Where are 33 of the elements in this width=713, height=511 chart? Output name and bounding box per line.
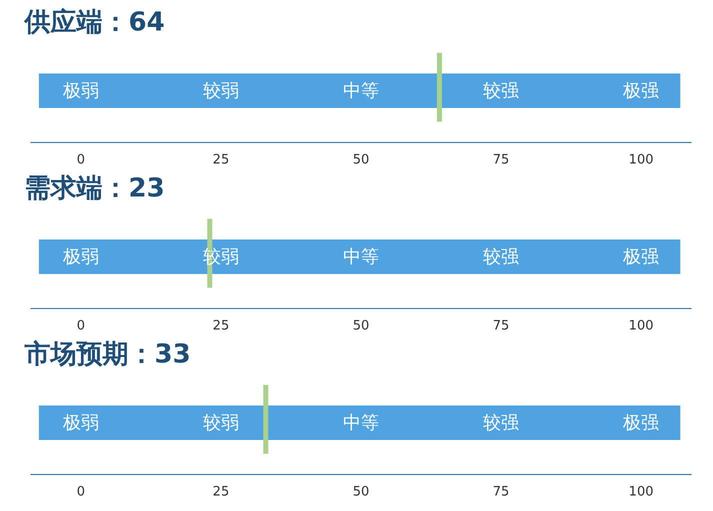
annotation: 极弱 [62,80,99,102]
annotation: 较弱 [202,246,239,268]
annotation: 中等 [343,246,379,268]
chart-title: 需求端：23 [24,174,165,204]
x-tick-label: 100 [628,152,654,168]
x-tick-label: 100 [628,484,654,500]
annotation: 极强 [622,412,660,434]
chart-title: 市场预期：33 [24,340,191,370]
chart-title: 供应端：64 [24,8,165,38]
annotation: 中等 [343,80,379,102]
x-tick-label: 25 [212,484,230,500]
annotation: 中等 [343,412,379,434]
x-tick-label: 75 [492,318,510,334]
x-tick-label: 50 [352,152,370,168]
annotation: 较强 [483,246,520,268]
x-tick-label: 0 [76,318,86,334]
x-tick-label: 75 [492,152,510,168]
annotation: 较强 [483,412,520,434]
annotation: 极弱 [62,412,99,434]
x-tick-label: 100 [628,318,654,334]
annotation: 较强 [483,80,520,102]
x-tick-label: 0 [76,152,86,168]
x-tick-label: 0 [76,484,86,500]
x-tick-label: 50 [352,318,370,334]
x-tick-label: 50 [352,484,370,500]
x-tick-label: 25 [212,318,230,334]
annotation: 较弱 [202,80,239,102]
annotation: 极强 [622,80,660,102]
annotation: 极强 [622,246,660,268]
annotation: 极弱 [62,246,99,268]
x-tick-label: 25 [212,152,230,168]
x-tick-label: 75 [492,484,510,500]
annotation: 较弱 [202,412,239,434]
